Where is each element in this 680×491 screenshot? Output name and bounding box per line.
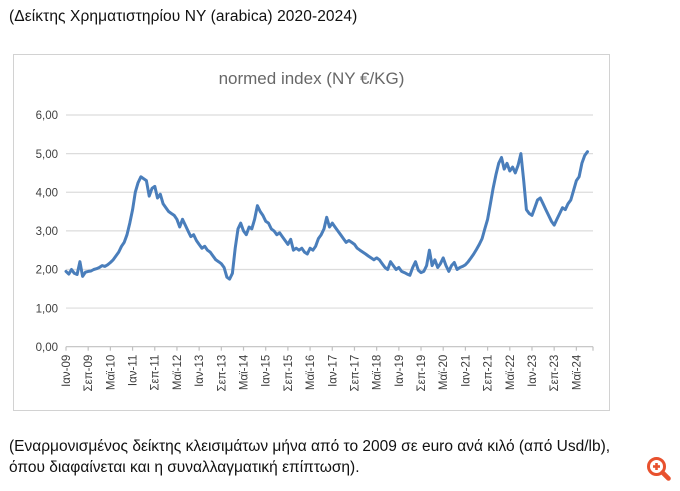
line-chart: 0,00 1,00 2,00 3,00 4,00 5,00 6,00 Ιαν-09 Σεπ-09… [36,110,594,391]
svg-text:Μαϊ-20: Μαϊ-20 [438,355,450,390]
chart-container: normed index (NY €/KG) 0,00 1,00 2,00 3,00 4… [13,54,610,411]
svg-text:Ιαν-15: Ιαν-15 [261,355,273,387]
svg-text:Ιαν-09: Ιαν-09 [61,355,73,387]
svg-text:2,00: 2,00 [36,265,58,277]
svg-text:Μαϊ-18: Μαϊ-18 [372,355,384,390]
data-line-normed-index [64,150,589,281]
svg-text:Μαϊ-16: Μαϊ-16 [305,355,317,390]
svg-text:Ιαν-19: Ιαν-19 [394,355,406,387]
svg-text:Ιαν-11: Ιαν-11 [128,355,140,386]
svg-text:1,00: 1,00 [36,303,58,315]
svg-text:Μαϊ-10: Μαϊ-10 [105,355,117,390]
x-axis-labels: Ιαν-09 Σεπ-09 Μαϊ-10 Ιαν-11 Σεπ-11 Μαϊ-12 Ιαν-… [61,354,583,391]
chart-title: normed index (NY €/KG) [218,69,405,88]
svg-text:Ιαν-13: Ιαν-13 [194,355,206,387]
svg-text:Μαϊ-14: Μαϊ-14 [239,354,251,390]
page-title: (Δείκτης Χρηματιστηρίου NY (arabica) 202… [9,8,358,25]
svg-text:4,00: 4,00 [36,187,58,199]
svg-text:Μαϊ-24: Μαϊ-24 [571,354,583,390]
svg-text:Σεπ-11: Σεπ-11 [150,355,162,391]
x-axis [65,346,594,351]
magnifier-plus-icon [647,457,671,481]
svg-text:Ιαν-23: Ιαν-23 [527,355,539,387]
svg-text:Σεπ-17: Σεπ-17 [349,355,361,392]
svg-text:Μαϊ-12: Μαϊ-12 [172,355,184,390]
svg-text:Σεπ-09: Σεπ-09 [83,355,95,392]
svg-text:5,00: 5,00 [36,149,58,161]
svg-text:Σεπ-23: Σεπ-23 [549,355,561,392]
svg-text:3,00: 3,00 [36,226,58,238]
svg-text:Σεπ-21: Σεπ-21 [483,355,495,392]
svg-text:Ιαν-17: Ιαν-17 [327,355,339,387]
svg-text:Μαϊ-22: Μαϊ-22 [505,355,517,390]
svg-text:6,00: 6,00 [36,110,58,122]
zoom-in-button[interactable] [644,454,674,484]
caption: (Εναρμονισμένος δείκτης κλεισιμάτων μήνα… [9,438,611,476]
svg-text:Ιαν-21: Ιαν-21 [460,355,472,387]
y-axis-labels: 0,00 1,00 2,00 3,00 4,00 5,00 6,00 [36,110,58,354]
svg-text:0,00: 0,00 [36,342,58,354]
svg-text:Σεπ-13: Σεπ-13 [216,355,228,392]
svg-text:Σεπ-15: Σεπ-15 [283,355,295,392]
gridlines [66,114,593,309]
svg-text:Σεπ-19: Σεπ-19 [416,355,428,392]
